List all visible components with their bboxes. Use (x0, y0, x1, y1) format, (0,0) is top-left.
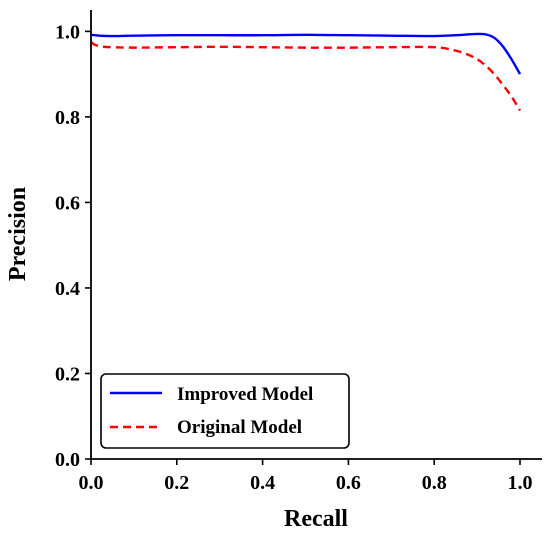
axes (90, 10, 542, 460)
legend-label-original: Original Model (177, 417, 302, 438)
x-tick-label: 0.8 (422, 472, 447, 494)
y-tick-label: 0.2 (55, 363, 80, 385)
y-ticks: 0.0 0.2 0.4 0.6 0.8 1.0 (55, 21, 91, 471)
x-ticks: 0.0 0.2 0.4 0.6 0.8 1.0 (79, 459, 533, 494)
legend: Improved Model Original Model (100, 373, 350, 449)
legend-label-improved: Improved Model (177, 384, 313, 405)
y-tick-label: 0.4 (55, 278, 80, 300)
series-line-original-model (90, 41, 522, 112)
x-axis-label: Recall (284, 506, 348, 532)
x-tick-label: 0.6 (336, 472, 361, 494)
y-tick-label: 0.0 (55, 449, 80, 471)
x-tick-label: 0.0 (79, 472, 104, 494)
legend-box (100, 373, 350, 449)
x-tick-label: 0.4 (250, 472, 275, 494)
y-tick-label: 1.0 (55, 21, 80, 43)
plot-lines (90, 32, 522, 112)
y-tick-label: 0.8 (55, 107, 80, 129)
y-axis-label: Precision (5, 187, 31, 281)
x-tick-label: 0.2 (164, 472, 189, 494)
y-tick-label: 0.6 (55, 192, 80, 214)
series-line-improved-model (90, 32, 522, 75)
x-tick-label: 1.0 (508, 472, 533, 494)
